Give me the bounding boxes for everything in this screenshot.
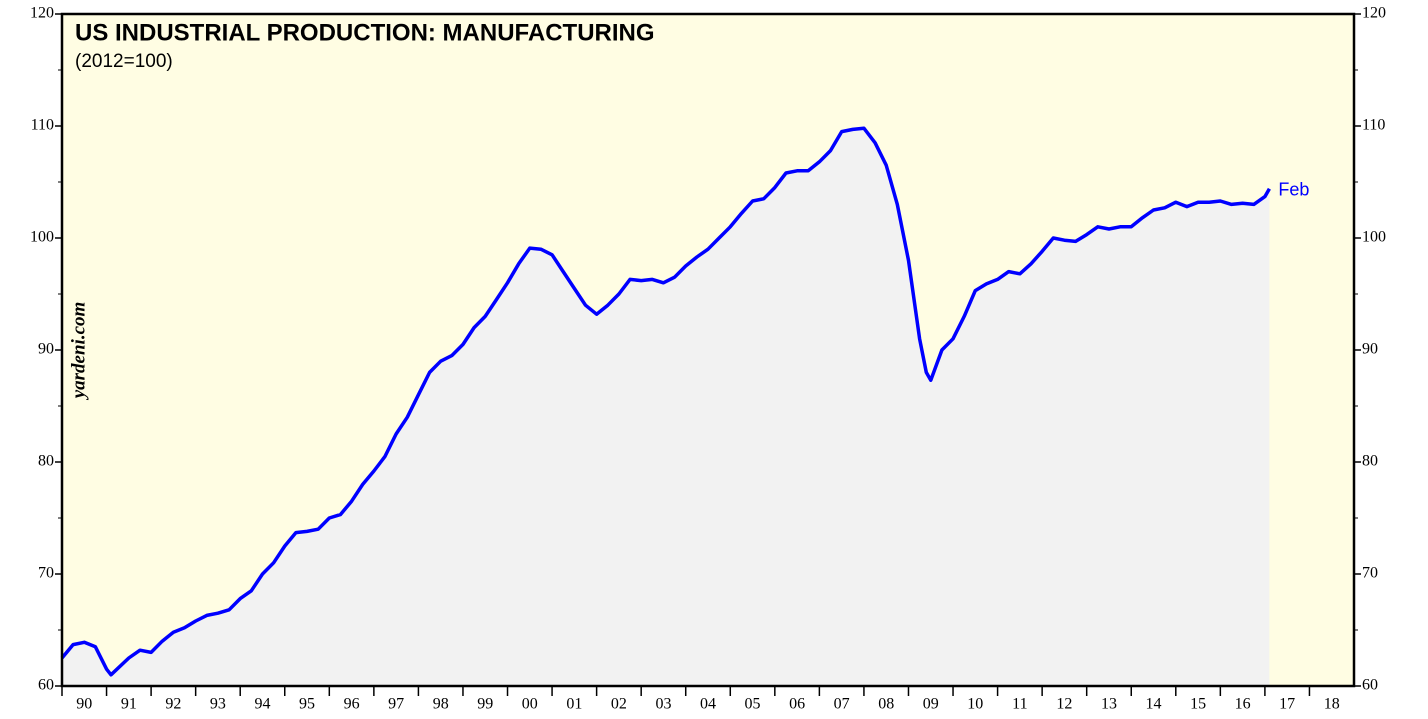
x-tick-label: 06 [789, 696, 805, 713]
x-tick-label: 01 [566, 696, 582, 713]
x-tick-label: 03 [655, 696, 671, 713]
y2-tick-label: 100 [1362, 229, 1386, 246]
x-tick-label: 92 [165, 696, 181, 713]
end-annotation: Feb [1278, 179, 1309, 199]
y-tick-label: 120 [30, 5, 54, 22]
x-tick-label: 10 [967, 696, 983, 713]
y-tick-label: 80 [38, 453, 54, 470]
y-tick-label: 90 [38, 341, 54, 358]
y-tick-label: 70 [38, 565, 54, 582]
x-tick-label: 93 [210, 696, 226, 713]
x-tick-label: 09 [923, 696, 939, 713]
x-tick-label: 99 [477, 696, 493, 713]
y2-tick-label: 110 [1362, 117, 1385, 134]
area [62, 128, 1270, 686]
x-tick-label: 15 [1190, 696, 1206, 713]
x-tick-label: 95 [299, 696, 315, 713]
x-tick-label: 05 [745, 696, 761, 713]
x-tick-label: 16 [1235, 696, 1251, 713]
x-tick-label: 14 [1146, 696, 1162, 713]
x-tick-label: 12 [1056, 696, 1072, 713]
y2-tick-label: 120 [1362, 5, 1386, 22]
chart-title: US INDUSTRIAL PRODUCTION: MANUFACTURING [75, 19, 655, 46]
x-tick-label: 91 [121, 696, 137, 713]
x-tick-label: 13 [1101, 696, 1117, 713]
y-tick-label: 100 [30, 229, 54, 246]
x-tick-label: 96 [344, 696, 360, 713]
x-tick-label: 97 [388, 696, 404, 713]
x-tick-label: 98 [433, 696, 449, 713]
y2-tick-label: 60 [1362, 677, 1378, 694]
y-tick-label: 60 [38, 677, 54, 694]
x-tick-label: 07 [834, 696, 850, 713]
x-tick-label: 11 [1012, 696, 1027, 713]
x-tick-label: 90 [76, 696, 92, 713]
line [60, 126, 1271, 677]
x-tick-label: 17 [1279, 696, 1295, 713]
chart-subtitle: (2012=100) [75, 51, 173, 72]
y2-tick-label: 70 [1362, 565, 1378, 582]
x-tick-label: 18 [1324, 696, 1340, 713]
x-tick-label: 94 [254, 696, 270, 713]
x-tick-label: 04 [700, 696, 716, 713]
x-tick-label: 02 [611, 696, 627, 713]
source-label: yardeni.com [68, 302, 89, 401]
y2-tick-label: 80 [1362, 453, 1378, 470]
x-tick-label: 00 [522, 696, 538, 713]
x-tick-label: 08 [878, 696, 894, 713]
y2-tick-label: 90 [1362, 341, 1378, 358]
y-tick-label: 110 [31, 117, 54, 134]
